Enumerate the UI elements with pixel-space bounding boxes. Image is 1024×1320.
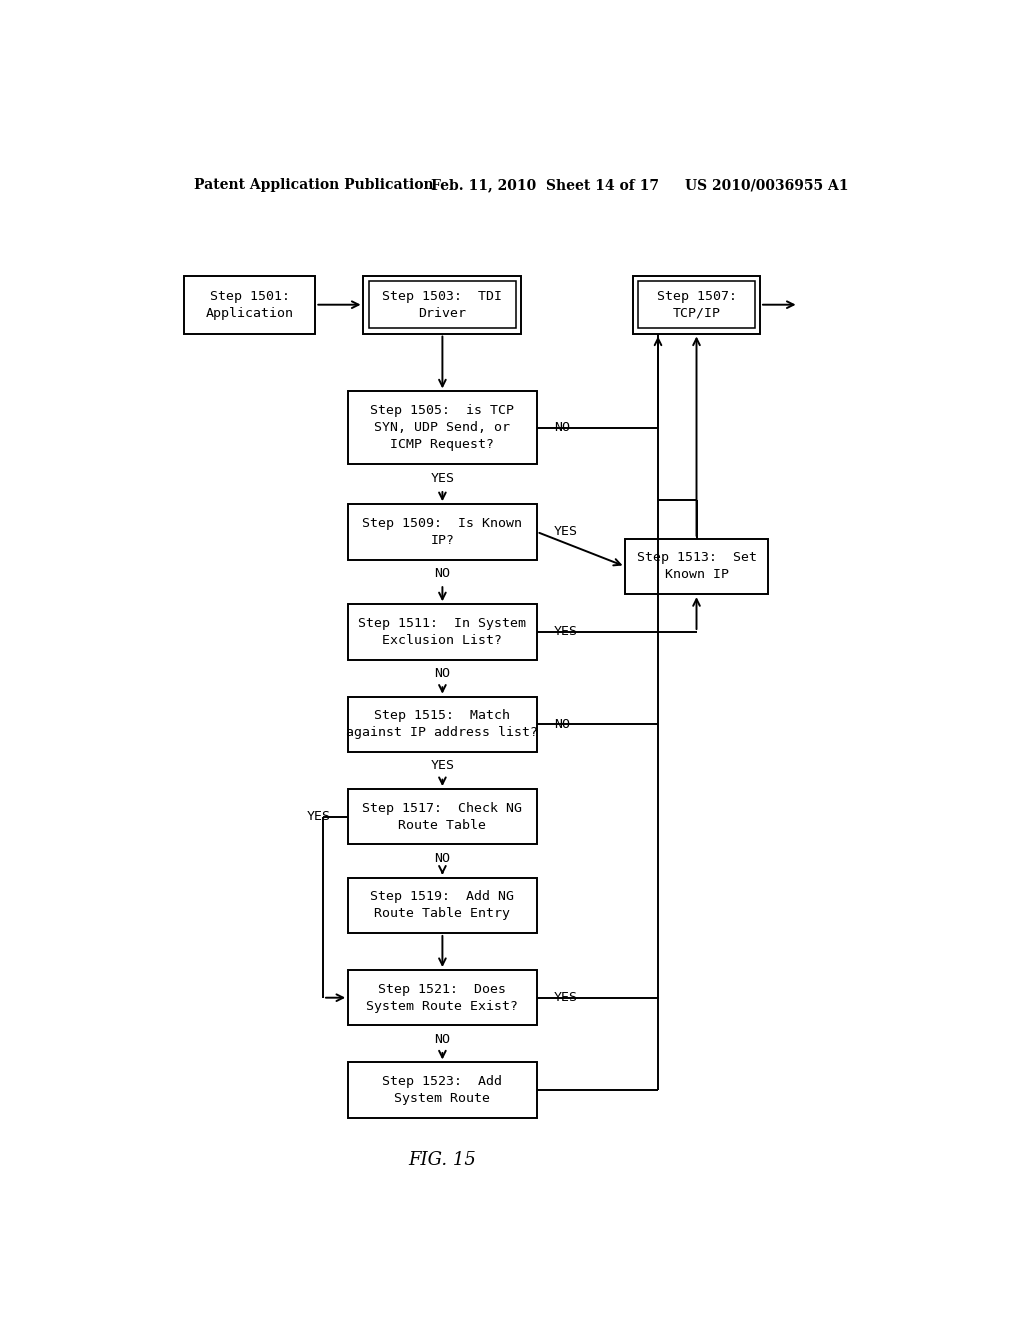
Bar xyxy=(348,605,537,660)
Bar xyxy=(348,391,537,465)
Bar xyxy=(626,539,768,594)
Bar xyxy=(638,281,755,329)
Text: Step 1521:  Does
System Route Exist?: Step 1521: Does System Route Exist? xyxy=(367,982,518,1012)
Bar xyxy=(633,276,760,334)
Text: Step 1505:  is TCP
SYN, UDP Send, or
ICMP Request?: Step 1505: is TCP SYN, UDP Send, or ICMP… xyxy=(371,404,514,451)
Text: Step 1503:  TDI
Driver: Step 1503: TDI Driver xyxy=(382,289,503,319)
Bar xyxy=(348,970,537,1026)
Text: NO: NO xyxy=(434,566,451,579)
Text: YES: YES xyxy=(307,810,331,824)
Bar xyxy=(364,276,521,334)
Bar xyxy=(348,789,537,845)
Bar xyxy=(348,878,537,933)
Bar xyxy=(348,1063,537,1118)
Bar xyxy=(184,276,315,334)
Text: YES: YES xyxy=(554,626,578,639)
Text: Step 1523:  Add
System Route: Step 1523: Add System Route xyxy=(382,1074,503,1105)
Text: NO: NO xyxy=(434,1032,451,1045)
Bar xyxy=(348,697,537,752)
Text: Step 1515:  Match
against IP address list?: Step 1515: Match against IP address list… xyxy=(346,709,539,739)
Text: Step 1517:  Check NG
Route Table: Step 1517: Check NG Route Table xyxy=(362,801,522,832)
Bar xyxy=(348,504,537,560)
Text: YES: YES xyxy=(554,525,578,539)
Text: NO: NO xyxy=(554,718,569,731)
Text: Step 1509:  Is Known
IP?: Step 1509: Is Known IP? xyxy=(362,517,522,546)
Text: NO: NO xyxy=(554,421,569,434)
Text: Patent Application Publication: Patent Application Publication xyxy=(194,178,433,193)
Text: YES: YES xyxy=(430,759,455,772)
Text: Step 1519:  Add NG
Route Table Entry: Step 1519: Add NG Route Table Entry xyxy=(371,890,514,920)
Text: NO: NO xyxy=(434,851,451,865)
Text: YES: YES xyxy=(430,471,455,484)
Text: Step 1511:  In System
Exclusion List?: Step 1511: In System Exclusion List? xyxy=(358,616,526,647)
Text: Step 1501:
Application: Step 1501: Application xyxy=(206,289,294,319)
Text: YES: YES xyxy=(554,991,578,1005)
Text: US 2010/0036955 A1: US 2010/0036955 A1 xyxy=(685,178,849,193)
Text: Step 1507:
TCP/IP: Step 1507: TCP/IP xyxy=(656,289,736,319)
Text: NO: NO xyxy=(434,667,451,680)
Text: FIG. 15: FIG. 15 xyxy=(409,1151,476,1170)
Text: Feb. 11, 2010  Sheet 14 of 17: Feb. 11, 2010 Sheet 14 of 17 xyxy=(431,178,658,193)
Text: Step 1513:  Set
Known IP: Step 1513: Set Known IP xyxy=(637,552,757,582)
Bar xyxy=(369,281,516,329)
